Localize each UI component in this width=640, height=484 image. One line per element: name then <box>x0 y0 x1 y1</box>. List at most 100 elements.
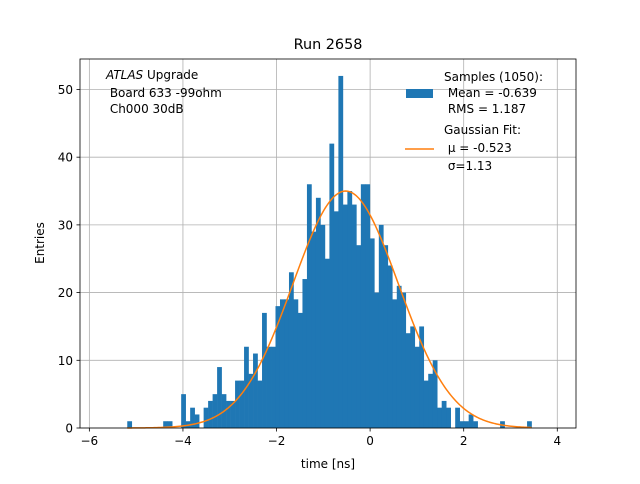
legend-samples-line: Samples (1050): <box>444 70 543 84</box>
histogram-bar <box>320 224 326 428</box>
histogram-bar <box>275 306 281 428</box>
histogram-bar <box>230 400 236 428</box>
gaussian-fit-line <box>127 190 532 429</box>
histogram-bar <box>383 245 389 428</box>
histogram-bar <box>374 292 380 428</box>
annotation-text: ATLAS Upgrade Board 633 -99ohm Ch000 30d… <box>105 68 222 116</box>
histogram-bar <box>473 421 478 428</box>
histogram-bar <box>396 285 402 428</box>
histogram-bar <box>306 184 312 428</box>
histogram-bar <box>446 407 451 428</box>
x-tick-label: −6 <box>81 434 99 448</box>
histogram-bar <box>378 224 384 428</box>
histogram-bar <box>235 380 240 428</box>
legend: Samples (1050): Mean = -0.639 RMS = 1.18… <box>405 70 543 173</box>
histogram-bar <box>181 394 186 428</box>
histogram-bar <box>423 380 429 428</box>
legend-histogram-swatch <box>406 89 433 98</box>
histogram-bar <box>190 407 195 428</box>
histogram-bar <box>468 414 474 428</box>
y-tick-label: 30 <box>58 218 73 232</box>
histogram-bar <box>248 373 254 428</box>
histogram-bar <box>311 231 317 428</box>
histogram-bar <box>266 346 272 428</box>
histogram-bar <box>315 197 321 428</box>
legend-sigma-line: σ=1.13 <box>444 159 492 173</box>
histogram-bar <box>405 333 411 428</box>
chart-title: Run 2658 <box>294 37 363 53</box>
histogram-bar <box>217 367 222 428</box>
histogram-bar <box>239 380 245 428</box>
histogram-bar <box>437 407 443 428</box>
legend-mu-line: μ = -0.523 <box>444 141 512 155</box>
histogram-bar <box>392 299 398 428</box>
x-axis-label: time [ns] <box>301 457 355 471</box>
x-tick-label: −4 <box>174 434 192 448</box>
histogram-bar <box>329 143 335 428</box>
histogram-bar <box>262 312 267 428</box>
annotation-line-3: Ch000 30dB <box>106 102 184 116</box>
histogram-bar <box>527 421 532 428</box>
histogram-bar <box>333 211 339 428</box>
histogram-bar <box>324 258 330 428</box>
histogram-bars <box>127 75 532 428</box>
histogram-bar <box>253 353 258 428</box>
histogram-bar <box>293 299 299 428</box>
atlas-label: ATLAS <box>105 68 144 82</box>
histogram-bar <box>428 373 434 428</box>
histogram-bar <box>226 400 231 428</box>
histogram-bar <box>194 414 200 428</box>
histogram-bar <box>302 279 308 428</box>
histogram-bar <box>347 191 353 428</box>
histogram-bar <box>163 421 168 428</box>
histogram-bar <box>414 346 420 428</box>
histogram-bar <box>212 394 218 428</box>
histogram-bar <box>127 421 133 428</box>
histogram-bar <box>342 204 348 428</box>
x-tick-label: 4 <box>553 434 561 448</box>
histogram-bar <box>459 421 465 428</box>
y-tick-label: 50 <box>58 83 73 97</box>
annotation-line-2: Board 633 -99ohm <box>106 86 222 100</box>
histogram-bar <box>257 380 263 428</box>
y-tick-label: 40 <box>58 151 73 165</box>
histogram-bar <box>279 299 285 428</box>
histogram-bar <box>432 360 438 428</box>
y-tick-label: 0 <box>65 422 73 436</box>
histogram-bar <box>410 326 416 428</box>
x-tick-label: 0 <box>366 434 374 448</box>
histogram-bar <box>401 292 407 428</box>
histogram-bar <box>203 407 209 428</box>
annotation-line-1: ATLAS Upgrade <box>105 68 198 82</box>
grid <box>80 59 576 429</box>
histogram-bar <box>387 265 393 428</box>
y-axis-label: Entries <box>33 222 47 264</box>
x-tick-label: −2 <box>268 434 286 448</box>
histogram-bar <box>351 204 357 428</box>
upgrade-label: Upgrade <box>143 68 198 82</box>
histogram-bar <box>208 400 213 428</box>
histogram-bar <box>464 421 469 428</box>
histogram-bar <box>288 272 294 428</box>
histogram-bar <box>365 184 371 428</box>
histogram-bar <box>360 184 366 428</box>
axes-frame <box>79 58 577 429</box>
histogram-bar <box>419 326 425 428</box>
histogram-bar <box>369 238 375 428</box>
histogram-bar <box>271 346 276 428</box>
legend-mean-line: Mean = -0.639 <box>444 86 537 100</box>
histogram-bar <box>441 400 447 428</box>
histogram-bar <box>284 299 290 428</box>
legend-rms-line: RMS = 1.187 <box>444 102 526 116</box>
histogram-bar <box>338 75 344 428</box>
legend-fit-line: Gaussian Fit: <box>444 123 521 137</box>
y-tick-label: 20 <box>58 286 73 300</box>
histogram-bar <box>167 421 173 428</box>
y-tick-label: 10 <box>58 354 73 368</box>
histogram-bar <box>297 312 303 428</box>
x-tick-label: 2 <box>460 434 468 448</box>
histogram-bar <box>356 245 362 428</box>
histogram-bar <box>455 407 460 428</box>
